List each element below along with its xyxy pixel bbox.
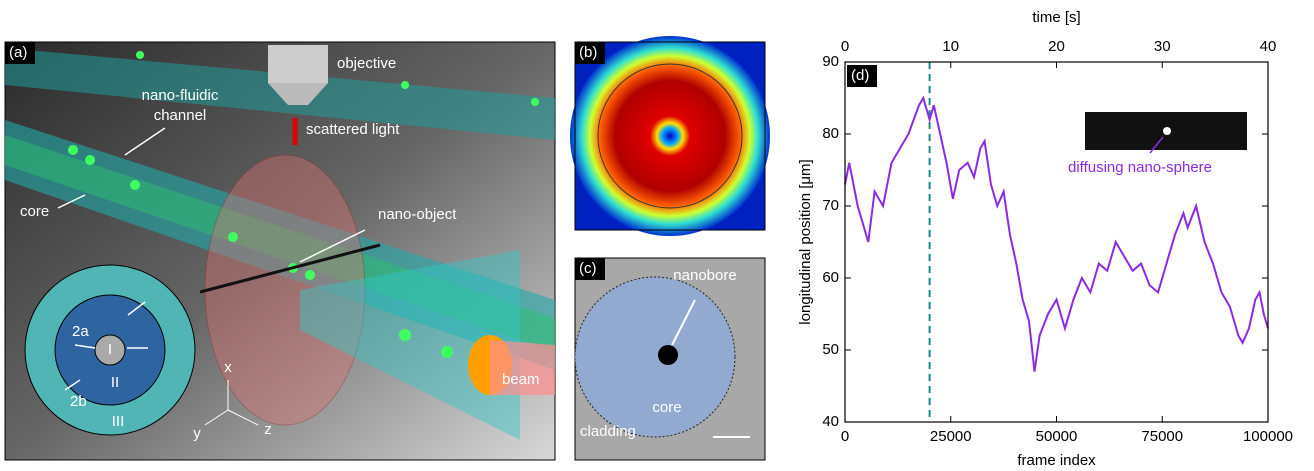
label: core: [20, 203, 49, 220]
label: beam: [502, 371, 540, 388]
x2-tick-label: 0: [841, 38, 849, 55]
panel-b: (b): [570, 36, 770, 236]
label: II: [111, 374, 119, 391]
panel-tag: (b): [579, 44, 597, 61]
label: scattered light: [306, 121, 400, 138]
panel-tag: (a): [9, 44, 27, 61]
y-tick-label: 60: [822, 269, 839, 286]
label: nano-fluidic: [142, 87, 219, 104]
label: channel: [154, 107, 207, 124]
panel-tag: (d): [851, 67, 869, 84]
x-axis-label: frame index: [1017, 452, 1096, 469]
label: z: [264, 421, 272, 438]
panel-c: (c) nanobore core cladding: [575, 258, 765, 460]
label: 2b: [70, 393, 87, 410]
x2-tick-label: 40: [1260, 38, 1277, 55]
x2-tick-label: 30: [1154, 38, 1171, 55]
objective-body: [268, 45, 328, 83]
label: III: [112, 413, 125, 430]
y-tick-label: 40: [822, 413, 839, 430]
x-tick-label: 50000: [1036, 428, 1078, 445]
label: 2a: [72, 323, 89, 340]
y-tick-label: 80: [822, 125, 839, 142]
panel-tag: (c): [579, 260, 597, 277]
x2-tick-label: 10: [942, 38, 959, 55]
figure: (a) objective scattered light nano-fluid…: [0, 0, 1314, 471]
label: objective: [337, 55, 396, 72]
x2-tick-label: 20: [1048, 38, 1065, 55]
x-tick-label: 100000: [1243, 428, 1293, 445]
y-axis-label: longitudinal position [μm]: [797, 159, 814, 324]
label: nanobore: [673, 267, 736, 284]
panel-a: (a) objective scattered light nano-fluid…: [5, 42, 555, 460]
mode-profile: [570, 36, 770, 236]
label: y: [193, 425, 201, 442]
x-tick-label: 0: [841, 428, 849, 445]
label: x: [224, 359, 232, 376]
label: nano-object: [378, 206, 457, 223]
label: core: [652, 399, 681, 416]
y-tick-label: 90: [822, 53, 839, 70]
inset-particle: [1163, 127, 1171, 135]
label: cladding: [580, 423, 636, 440]
annotation: diffusing nano-sphere: [1068, 159, 1212, 176]
y-tick-label: 70: [822, 197, 839, 214]
x-tick-label: 25000: [930, 428, 972, 445]
x2-axis-label: time [s]: [1032, 9, 1080, 26]
label: I: [108, 341, 112, 358]
nanobore: [658, 345, 678, 365]
x-tick-label: 75000: [1141, 428, 1183, 445]
y-tick-label: 50: [822, 341, 839, 358]
